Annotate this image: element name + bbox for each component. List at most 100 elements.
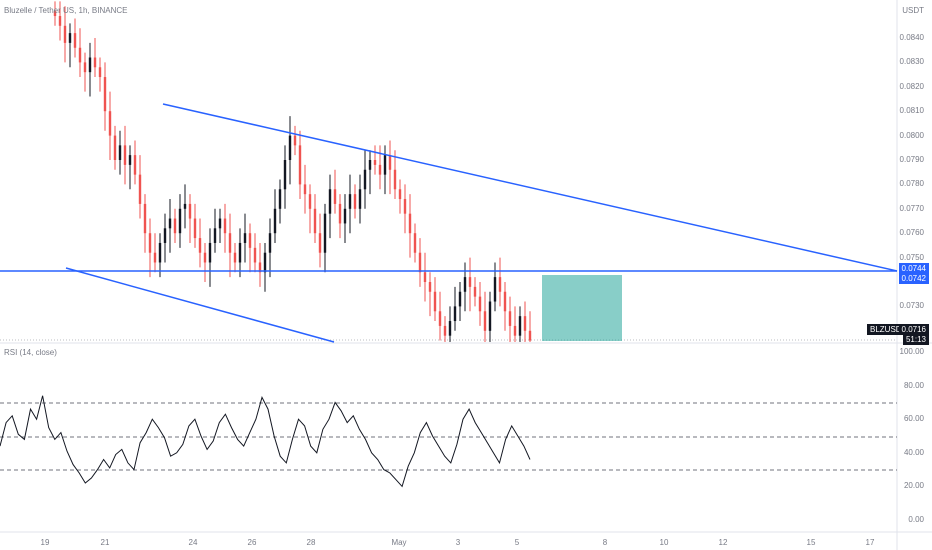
price-tick-label: 0.0780 [899, 179, 924, 189]
candle-body [183, 203, 187, 209]
candle-body [58, 16, 62, 26]
price-tick-label: 0.0760 [899, 228, 924, 238]
candle-body [413, 233, 417, 253]
candle-body [383, 155, 387, 175]
candle-body [158, 242, 162, 263]
candle-body [348, 194, 352, 209]
candle-body [78, 47, 82, 63]
candle-body [343, 208, 347, 224]
price-tick-label: 0.0790 [899, 155, 924, 164]
candle-body [93, 57, 97, 68]
candle-body [508, 311, 512, 326]
currency-label: USDT [902, 6, 924, 15]
price-tag-lower: 0.0742 [898, 273, 929, 284]
rsi-tick-label: 40.00 [903, 447, 924, 457]
candle-body [353, 194, 357, 209]
candle-body [528, 330, 532, 341]
candle-body [108, 111, 112, 136]
candle-body [498, 277, 502, 292]
rsi-tick-label: 100.00 [899, 347, 924, 356]
candle-body [118, 145, 122, 160]
candle-body [438, 311, 442, 326]
candle-body [513, 325, 517, 336]
candle-body [98, 67, 102, 78]
candle-body [423, 272, 427, 282]
candle-body [408, 213, 412, 234]
time-tick-label: 24 [188, 538, 198, 547]
candle-body [53, 11, 57, 17]
candle-body [443, 325, 447, 336]
candle-body [303, 184, 307, 195]
candle-body [283, 160, 287, 190]
candle-body [103, 77, 107, 112]
candle-body [148, 233, 152, 253]
time-tick-label: 3 [455, 538, 461, 547]
price-tick-label: 0.0800 [899, 130, 924, 140]
time-tick-label: 8 [602, 538, 608, 547]
time-tick-label: 15 [806, 538, 816, 547]
candle-body [458, 291, 462, 307]
candle-body [418, 252, 422, 273]
price-tick-label: 0.0770 [899, 203, 924, 213]
candle-body [178, 208, 182, 234]
rsi-tick-label: 60.00 [903, 414, 924, 424]
candle-body [373, 160, 377, 165]
candle-body [518, 316, 522, 336]
time-tick-label: 10 [659, 538, 669, 547]
last-price-tag: 0.0716 [898, 324, 929, 335]
candle-body [398, 189, 402, 200]
time-tick-label: May [391, 538, 407, 547]
candle-body [258, 262, 262, 273]
candle-body [73, 33, 77, 48]
time-tick-label: 12 [718, 538, 728, 547]
candle-body [173, 218, 177, 234]
candle-body [248, 233, 252, 248]
rsi-tick-label: 20.00 [903, 481, 924, 491]
upper-trendline[interactable] [162, 103, 898, 272]
candle-body [143, 203, 147, 234]
lower-trendline[interactable] [65, 267, 335, 343]
candle-body [243, 233, 247, 243]
candle-body [153, 252, 157, 263]
candle-body [488, 301, 492, 331]
price-tick-label: 0.0730 [899, 301, 924, 311]
candle-body [483, 311, 487, 331]
candle-body [113, 135, 117, 160]
candle-body [453, 306, 457, 322]
candle-body [63, 25, 67, 43]
candle-body [473, 286, 477, 297]
candle-body [428, 282, 432, 292]
target-zone-box[interactable] [542, 275, 622, 341]
candle-body [203, 252, 207, 263]
candle-body [168, 218, 172, 229]
candle-body [333, 189, 337, 204]
candle-body [358, 189, 362, 209]
candle-body [288, 135, 292, 160]
candle-body [133, 155, 137, 175]
price-tick-label: 0.0810 [899, 106, 924, 116]
candle-body [88, 57, 92, 73]
time-tick-label: 5 [514, 538, 520, 547]
candle-body [503, 291, 507, 312]
candle-body [368, 160, 372, 170]
rsi-tick-label: 0.00 [908, 515, 924, 524]
rsi-line [0, 395, 531, 488]
candle-body [388, 155, 392, 170]
price-pane[interactable] [0, 0, 897, 342]
candle-body [378, 164, 382, 175]
candle-body [463, 277, 467, 292]
time-tick-label: 28 [306, 538, 316, 547]
candle-body [308, 194, 312, 209]
candle-body [213, 228, 217, 243]
candle-body [298, 145, 302, 185]
candle-body [263, 252, 267, 273]
candle-body [523, 316, 527, 331]
time-tick-label: 17 [865, 538, 875, 547]
time-tick-label: 26 [247, 538, 257, 547]
candle-body [228, 233, 232, 253]
price-tick-label: 0.0750 [899, 252, 924, 262]
price-tick-label: 0.0830 [899, 57, 924, 67]
candle-body [223, 218, 227, 234]
countdown-tag: 51:13 [902, 334, 929, 345]
